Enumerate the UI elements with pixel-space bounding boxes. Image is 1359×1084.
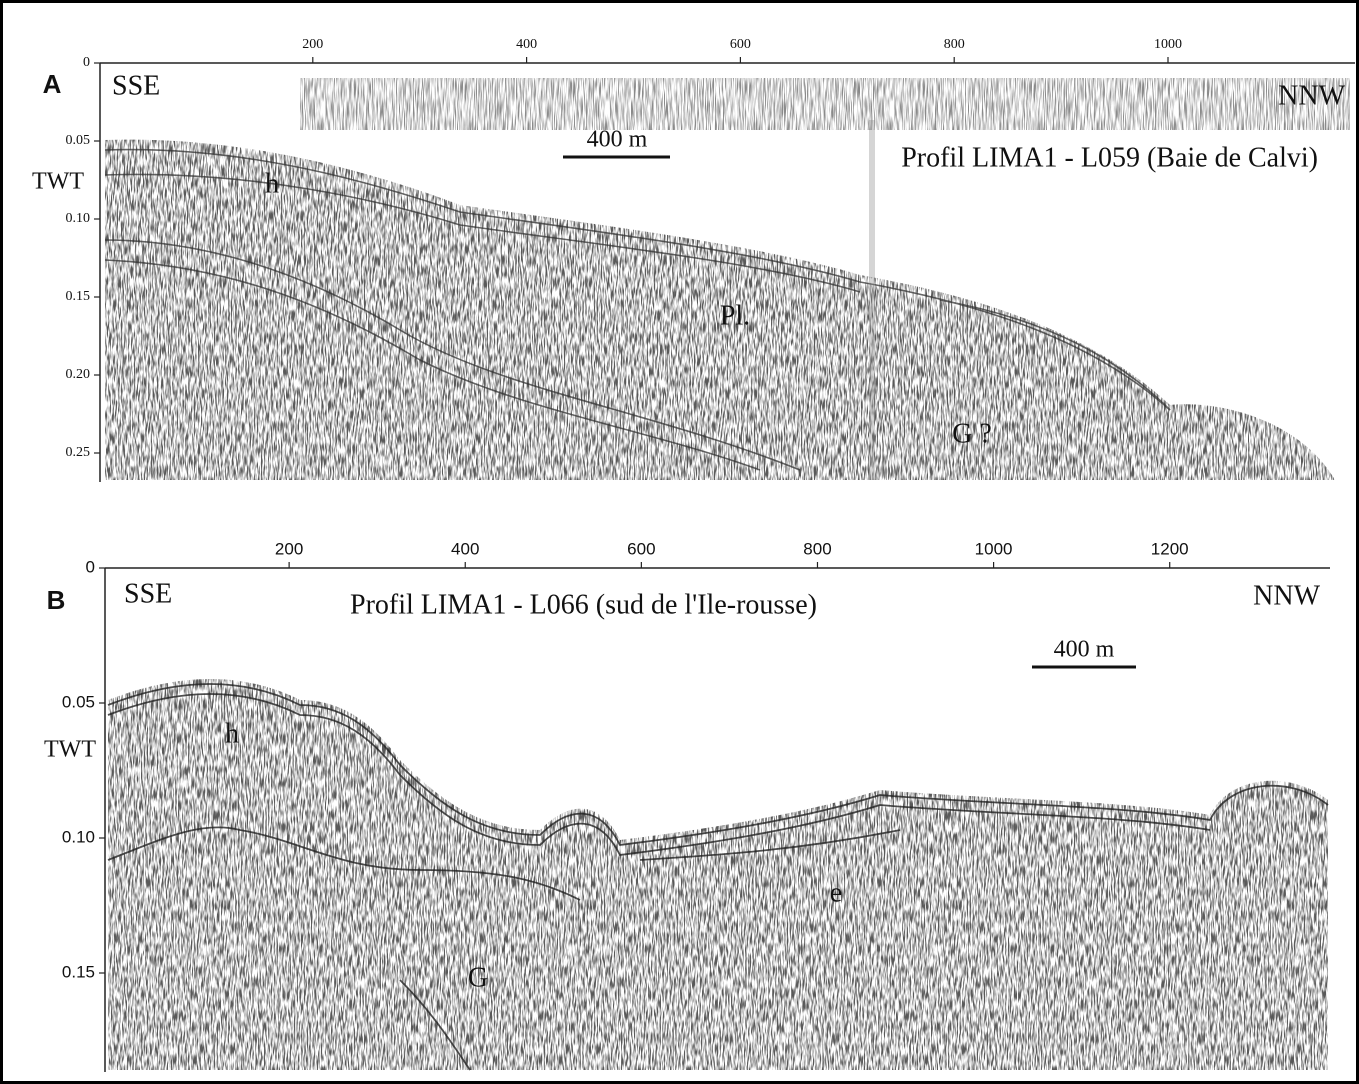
y-axis-label: TWT	[44, 737, 96, 763]
annotation: e	[830, 877, 842, 908]
x-tick-label: 400	[451, 539, 479, 558]
right-label: NNW	[1253, 580, 1320, 611]
x-tick-label: 800	[944, 37, 965, 52]
panel: 200 400 600 800 1000 0 0.05 0.10 0.15 0.20 0.25 A SS…	[32, 37, 1355, 482]
x-tick-label: 800	[803, 539, 831, 558]
seismic-texture-a	[104, 78, 1350, 481]
y-tick-label: 0.10	[62, 827, 95, 846]
left-label: SSE	[124, 578, 172, 609]
y-tick-label: 0.15	[66, 289, 91, 304]
annotation: Pl.	[720, 300, 750, 331]
x-tick-label: 600	[730, 37, 751, 52]
x-tick-label: 200	[302, 37, 323, 52]
annotation: h	[225, 718, 239, 749]
y-tick-label: 0.05	[66, 133, 91, 148]
panel-letter: B	[47, 585, 66, 615]
y-tick-label: 0.10	[66, 211, 91, 226]
annotation: G ?	[952, 418, 992, 449]
x-tick-label: 1000	[1154, 37, 1182, 52]
x-tick-label: 1000	[975, 539, 1013, 558]
y-tick-label: 0.15	[62, 962, 95, 981]
panels: 200 400 600 800 1000 0 0.05 0.10 0.15 0.20 0.25 A SS…	[32, 37, 1355, 1072]
panel-letter: A	[43, 69, 62, 99]
seismic-texture-b	[107, 679, 1329, 1071]
annotation: h	[265, 168, 279, 199]
x-tick-label: 1200	[1151, 539, 1189, 558]
x-tick-label: 600	[627, 539, 655, 558]
y-tick-label: 0	[83, 55, 90, 70]
panel: 200 400 600 800 1000 1200 0 0.05 0.10 0.15 B SSE NNW…	[44, 539, 1330, 1072]
left-label: SSE	[112, 70, 160, 101]
scale-bar-label: 400 m	[1054, 637, 1115, 663]
annotation: G	[468, 962, 488, 993]
y-axis-label: TWT	[32, 169, 84, 195]
y-tick-label: 0.25	[66, 445, 91, 460]
scale-bar-label: 400 m	[587, 127, 648, 153]
x-tick-label: 200	[275, 539, 303, 558]
x-tick-label: 400	[516, 37, 537, 52]
y-tick-label: 0	[86, 557, 95, 576]
profile-title: Profil LIMA1 - L059 (Baie de Calvi)	[901, 142, 1318, 173]
y-tick-label: 0.05	[62, 692, 95, 711]
profile-title: Profil LIMA1 - L066 (sud de l'Ile-rousse…	[350, 589, 817, 620]
right-label: NNW	[1278, 80, 1345, 111]
y-tick-label: 0.20	[66, 367, 91, 382]
